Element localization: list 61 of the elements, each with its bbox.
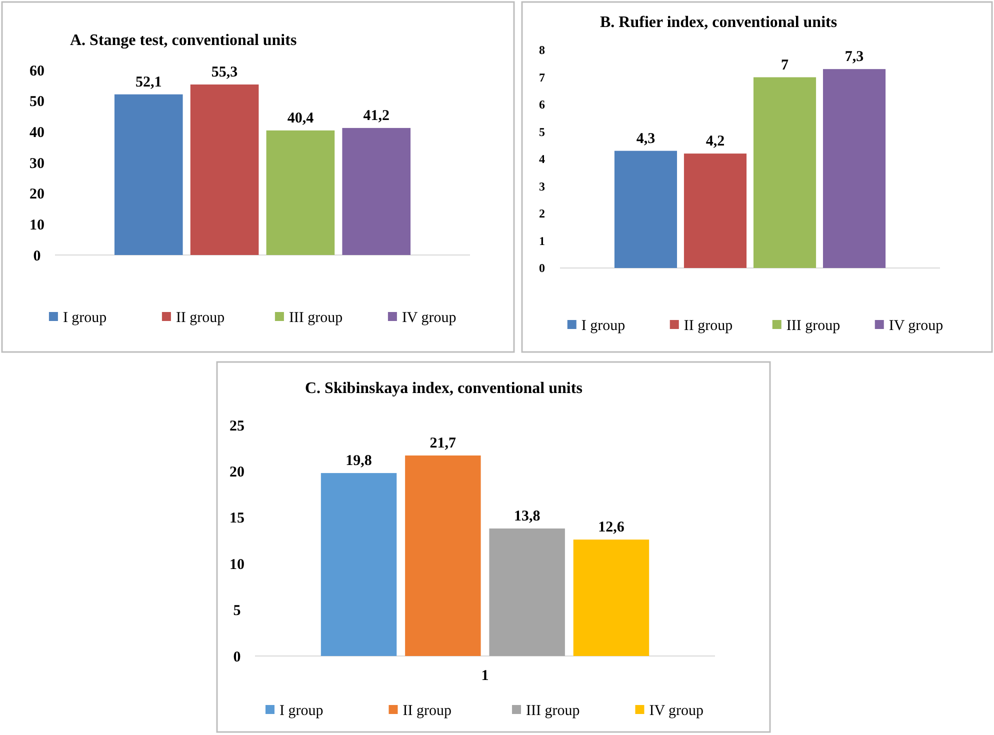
y-tick-label: 0 — [539, 261, 545, 276]
bar — [266, 130, 335, 255]
y-tick-label: 5 — [539, 124, 545, 139]
y-tick-label: 0 — [33, 248, 41, 264]
y-tick-label: 50 — [30, 94, 44, 110]
y-tick-label: 10 — [30, 217, 44, 234]
data-label: 19,8 — [346, 453, 372, 470]
y-tick-label: 20 — [230, 464, 244, 480]
y-tick-label: 7 — [539, 70, 545, 84]
legend-label: II group — [402, 703, 452, 719]
y-tick-label: 8 — [539, 43, 545, 58]
legend-label: I group — [62, 310, 107, 326]
bar — [684, 154, 747, 268]
y-tick-label: 3 — [539, 179, 545, 194]
legend-label: III group — [786, 318, 840, 334]
legend-label: IV group — [888, 318, 944, 334]
bar — [573, 540, 650, 656]
bar — [822, 69, 886, 268]
chart-title: B. Rufier index, conventional units — [600, 14, 838, 31]
bar — [342, 128, 411, 255]
bar — [190, 84, 259, 255]
y-tick-label: 2 — [539, 206, 545, 221]
data-label: 12,6 — [598, 520, 625, 536]
data-label: 7 — [781, 57, 790, 74]
y-tick-label: 0 — [233, 649, 241, 666]
bar — [114, 94, 183, 255]
legend-label: IV group — [402, 310, 456, 326]
y-tick-label: 40 — [30, 124, 44, 141]
y-tick-label: 4 — [539, 152, 545, 166]
data-label: 13,8 — [514, 508, 540, 524]
y-tick-label: 6 — [539, 98, 545, 112]
legend-label: II group — [684, 318, 733, 334]
legend-label: II group — [176, 310, 225, 326]
legend-label: I group — [581, 318, 626, 334]
y-tick-label: 15 — [230, 510, 244, 527]
data-label: 7,3 — [844, 49, 864, 66]
bar — [405, 455, 481, 656]
data-label: 4,3 — [636, 130, 656, 147]
y-tick-label: 60 — [30, 63, 44, 80]
data-label: 55,3 — [211, 64, 238, 80]
legend-label: III group — [526, 703, 580, 719]
data-label: 52,1 — [136, 74, 162, 90]
bar — [320, 473, 397, 656]
y-tick-label: 30 — [30, 156, 44, 172]
data-label: 40,4 — [287, 110, 314, 126]
y-tick-label: 1 — [539, 234, 545, 248]
chart-title: A. Stange test, conventional units — [70, 32, 297, 49]
legend-label: III group — [288, 310, 343, 326]
y-tick-label: 25 — [230, 418, 244, 434]
data-label: 4,2 — [706, 134, 725, 150]
y-tick-label: 20 — [30, 186, 44, 203]
chart-title: C. Skibinskaya index, conventional units — [305, 380, 582, 397]
legend-label: IV group — [649, 703, 704, 719]
bar — [614, 150, 678, 268]
bar — [753, 77, 816, 268]
y-tick-label: 5 — [233, 603, 241, 620]
legend-label: I group — [279, 703, 324, 719]
data-label: 21,7 — [430, 435, 457, 452]
data-label: 41,2 — [363, 108, 390, 124]
bar — [489, 528, 565, 656]
y-tick-label: 10 — [230, 556, 244, 573]
